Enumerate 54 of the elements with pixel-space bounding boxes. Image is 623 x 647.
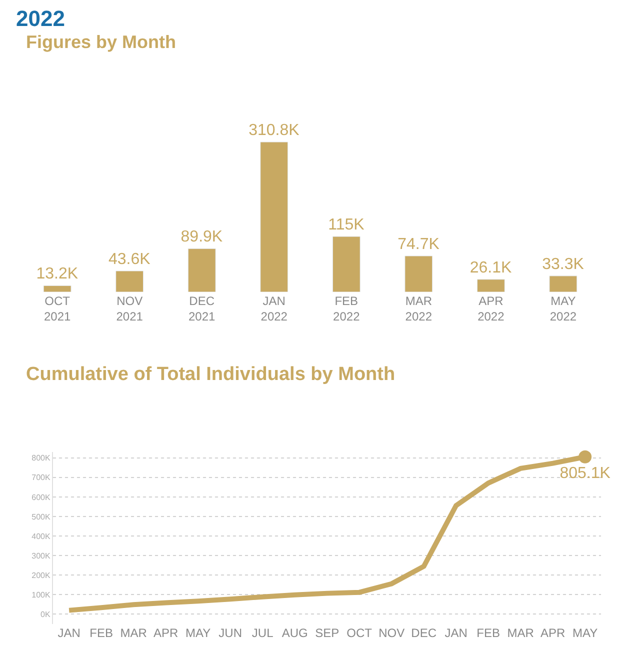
x-tick-label: JUN — [218, 626, 242, 640]
x-tick-label: FEB 2022 — [333, 294, 360, 324]
y-tick-label: 0K — [40, 610, 52, 620]
data-label: 74.7K — [398, 236, 440, 253]
y-tick-label: 500K — [32, 512, 52, 522]
x-tick-label: JAN — [58, 626, 80, 640]
x-tick-label: MAY — [186, 626, 211, 640]
bar — [116, 270, 144, 292]
bar — [43, 285, 72, 292]
x-tick-label: MAY 2022 — [550, 294, 577, 324]
data-label: 89.9K — [180, 228, 223, 246]
x-tick-label: DEC — [411, 626, 437, 640]
y-tick-label: 700K — [32, 473, 52, 482]
data-label: 43.6K — [108, 250, 151, 268]
data-label: 310.8K — [248, 122, 300, 139]
y-tick-label: 800K — [32, 454, 52, 463]
x-tick-label: APR 2022 — [478, 294, 505, 324]
x-tick-label: APR — [153, 626, 178, 640]
data-label: 805.1K — [560, 464, 611, 482]
bar — [549, 276, 578, 292]
x-tick-label: MAY — [572, 626, 598, 640]
data-label: 115K — [328, 216, 365, 234]
x-tick-label: JAN 2022 — [260, 294, 288, 324]
bar — [332, 236, 360, 292]
y-tick-label: 200K — [32, 570, 52, 580]
x-tick-label: FEB — [476, 626, 500, 640]
chart-title: 2022 — [16, 6, 65, 31]
x-tick-label: NOV 2021 — [116, 294, 144, 324]
y-tick-label: 600K — [32, 492, 52, 502]
chart-title: Cumulative of Total Individuals by Month — [26, 364, 396, 385]
x-tick-label: JAN — [444, 626, 468, 640]
y-tick-label: 400K — [32, 532, 52, 541]
y-tick-label: 100K — [32, 590, 52, 600]
x-tick-label: JUL — [252, 626, 274, 640]
data-label: 26.1K — [470, 259, 512, 276]
x-tick-label: MAR — [120, 626, 148, 640]
x-tick-label: AUG — [282, 626, 308, 640]
x-tick-label: OCT — [346, 626, 373, 640]
x-tick-label: FEB — [90, 626, 113, 640]
x-tick-label: SEP — [315, 626, 340, 640]
bar — [188, 248, 216, 292]
bar — [404, 256, 433, 292]
x-tick-label: DEC 2021 — [188, 294, 216, 324]
chart-subtitle: Figures by Month — [26, 32, 176, 52]
y-tick-label: 300K — [32, 551, 52, 560]
bar — [260, 142, 288, 292]
x-tick-label: NOV — [378, 626, 405, 640]
bar — [476, 279, 505, 292]
data-label: 33.3K — [542, 256, 584, 273]
x-tick-label: APR — [540, 626, 566, 640]
data-label: 13.2K — [36, 266, 78, 283]
x-tick-label: MAR — [507, 626, 534, 640]
x-tick-label: OCT 2021 — [44, 294, 71, 324]
x-tick-label: MAR 2022 — [405, 294, 432, 324]
